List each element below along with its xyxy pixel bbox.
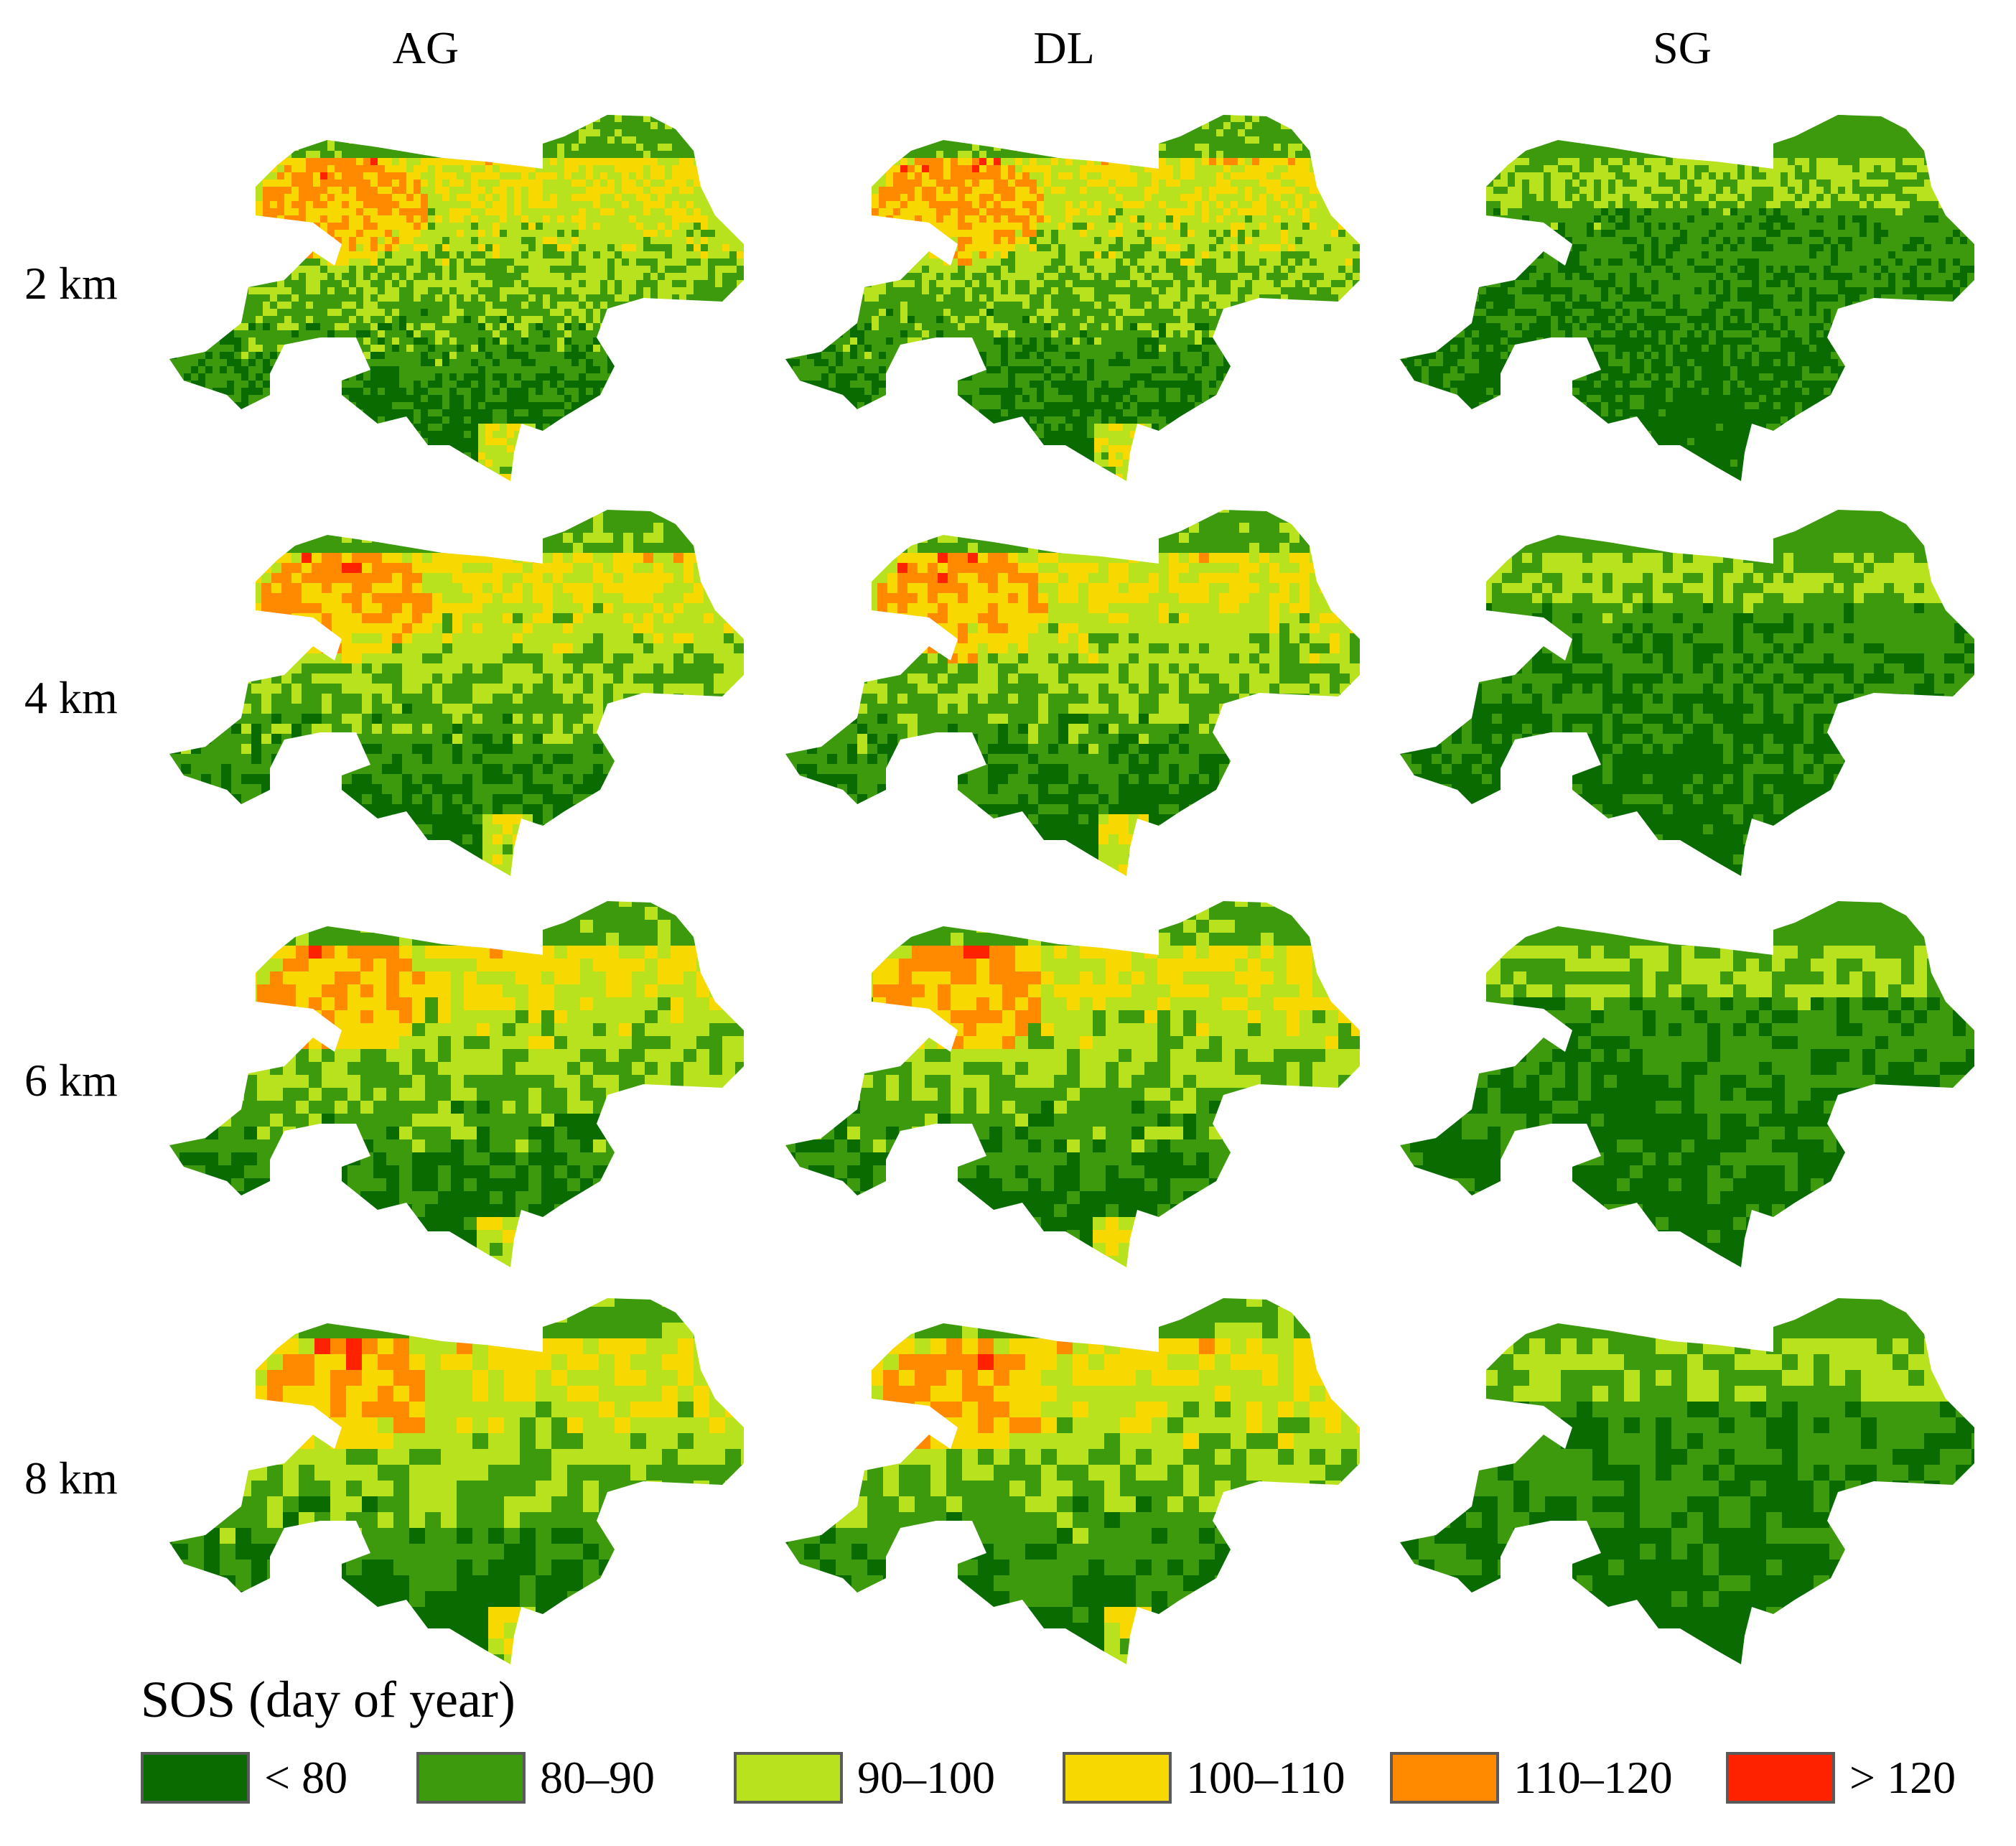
row-label-8km: 8 km: [24, 1452, 118, 1505]
legend-swatch: [1063, 1752, 1172, 1804]
legend-swatch: [734, 1752, 843, 1804]
map-panel-sg-4km: [1371, 503, 1974, 890]
map-panel-sg-6km: [1371, 894, 1974, 1282]
map-panel-dl-6km: [757, 894, 1360, 1282]
map-panel-ag-8km: [141, 1291, 744, 1679]
map-panel-ag-4km: [141, 503, 744, 890]
map-panel-dl-2km: [757, 108, 1360, 495]
legend-swatch: [416, 1752, 526, 1804]
map-panel-ag-6km: [141, 894, 744, 1282]
map-panel-sg-8km: [1371, 1291, 1974, 1679]
map-panel-dl-8km: [757, 1291, 1360, 1679]
map-panel-ag-2km: [141, 108, 744, 495]
map-panel-dl-4km: [757, 503, 1360, 890]
column-title-dl: DL: [920, 22, 1208, 75]
legend-title: SOS (day of year): [141, 1670, 515, 1730]
legend-label: > 120: [1849, 1752, 1956, 1804]
legend: < 80 80–90 90–100 100–110 110–120 > 120: [141, 1746, 2007, 1811]
legend-swatch: [141, 1752, 250, 1804]
legend-label: 100–110: [1186, 1752, 1345, 1804]
column-title-ag: AG: [282, 22, 569, 75]
legend-label: 80–90: [540, 1752, 655, 1804]
legend-label: < 80: [264, 1752, 347, 1804]
legend-label: 110–120: [1513, 1752, 1673, 1804]
row-label-4km: 4 km: [24, 671, 118, 724]
column-title-sg: SG: [1539, 22, 1826, 75]
map-panel-sg-2km: [1371, 108, 1974, 495]
legend-swatch: [1390, 1752, 1499, 1804]
row-label-6km: 6 km: [24, 1054, 118, 1107]
legend-label: 90–100: [857, 1752, 995, 1804]
row-label-2km: 2 km: [24, 257, 118, 310]
legend-swatch: [1726, 1752, 1835, 1804]
